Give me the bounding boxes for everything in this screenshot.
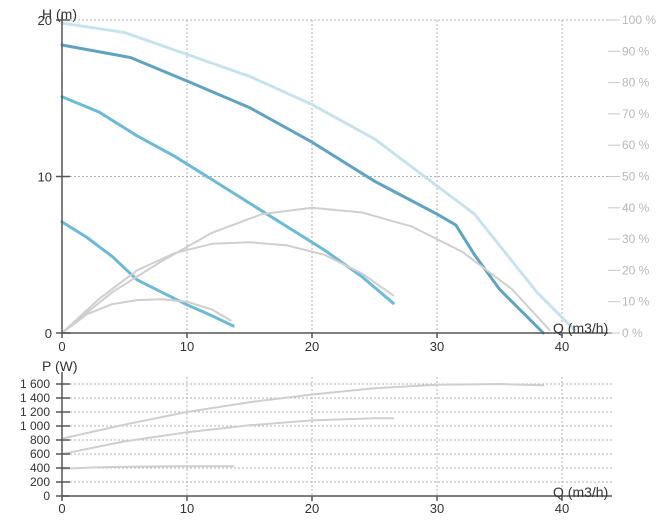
- power-series-group: [61, 383, 545, 470]
- head-x-tick-label-2: 20: [305, 339, 319, 354]
- head-y2-tick-label-6: 60 %: [622, 138, 650, 152]
- head-x-tick-label-4: 40: [555, 339, 569, 354]
- head-y-tick-label-1: 10: [38, 170, 52, 185]
- head-y-axis-label: H (m): [42, 6, 77, 22]
- power-x-tick-label-4: 40: [555, 501, 569, 516]
- series-efficiency-min: [61, 298, 232, 334]
- head-y2-tick-label-8: 80 %: [622, 76, 650, 90]
- power-x-tick-label-3: 30: [430, 501, 444, 516]
- series-power-min: [61, 465, 235, 470]
- head-y2-tick-label-10: 100 %: [622, 13, 656, 27]
- head-y2-tick-label-4: 40 %: [622, 201, 650, 215]
- power-x-tick-label-2: 20: [305, 501, 319, 516]
- head-y2-tick-label-3: 30 %: [622, 232, 650, 246]
- power-x-tick-label-1: 10: [180, 501, 194, 516]
- head-y2-tick-label-1: 10 %: [622, 295, 650, 309]
- head-x-tick-label-3: 30: [430, 339, 444, 354]
- power-y-tick-label-7: 1 400: [20, 391, 50, 405]
- series-power-max: [61, 383, 545, 440]
- series-head-max: [60, 43, 545, 335]
- power-y-tick-label-3: 600: [30, 447, 50, 461]
- power-y-tick-label-0: 0: [43, 489, 50, 503]
- power-y-axis-label: P (W): [42, 358, 78, 374]
- head-y2-tick-label-0: 0 %: [622, 326, 643, 340]
- series-efficiency-max: [61, 206, 551, 334]
- power-x-axis-label: Q (m3/h): [553, 484, 608, 500]
- head-series-group: [60, 21, 576, 335]
- power-y-tick-label-1: 200: [30, 475, 50, 489]
- head-x-axis-label: Q (m3/h): [553, 320, 608, 336]
- series-efficiency: [60, 21, 576, 332]
- head-x-tick-label-1: 10: [180, 339, 194, 354]
- power-y-tick-label-6: 1 200: [20, 405, 50, 419]
- head-x-tick-label-0: 0: [58, 339, 65, 354]
- head-y2-tick-label-2: 20 %: [622, 263, 650, 277]
- head-efficiency-plot: 0 10 20 30 40 0 10 20 0 % 10 % 20 % 30 % 40 % 50 % 60 …: [38, 6, 657, 354]
- power-y-tick-label-5: 1 000: [20, 419, 50, 433]
- head-y2-tick-label-5: 50 %: [622, 170, 650, 184]
- series-efficiency-mid: [61, 241, 395, 334]
- power-y-tick-label-2: 400: [30, 461, 50, 475]
- series-power-mid: [61, 417, 395, 455]
- head-axes: 0 10 20 30 40 0 10 20 0 % 10 % 20 % 30 % 40 % 50 % 60 …: [38, 13, 657, 354]
- power-x-tick-label-0: 0: [58, 501, 65, 516]
- series-head-min: [60, 220, 235, 328]
- head-y2-tick-label-9: 90 %: [622, 44, 650, 58]
- power-y-tick-label-8: 1 600: [20, 377, 50, 391]
- power-y-tick-label-4: 800: [30, 433, 50, 447]
- head-y2-tick-label-7: 70 %: [622, 107, 650, 121]
- head-y-tick-label-0: 0: [45, 326, 52, 341]
- head-y-tick-label-2: 20: [38, 13, 52, 28]
